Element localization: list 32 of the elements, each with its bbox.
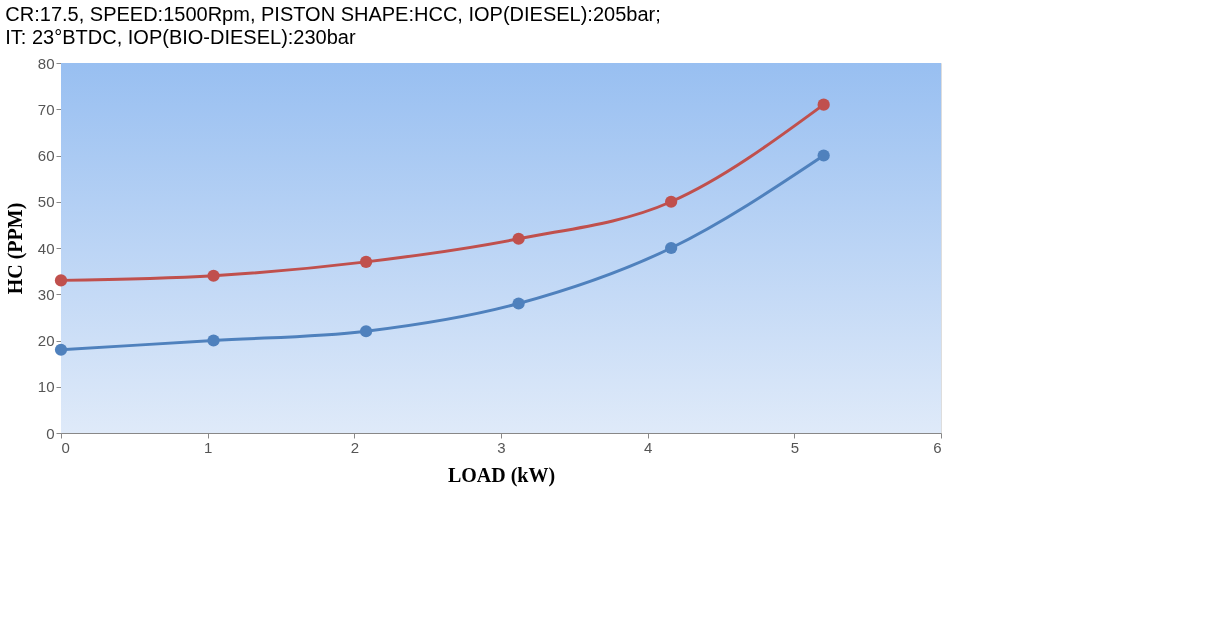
point [207, 269, 220, 282]
chart-title: CR:17.5, SPEED:1500Rpm, PISTON SHAPE:HCC, IOP(DIESEL):205bar; [5, 3, 661, 25]
x-tick-label: 6 [933, 438, 942, 456]
y-tick-label: 40 [37, 239, 55, 257]
y-axis-title: HC (PPM) [3, 202, 27, 295]
point [665, 241, 678, 255]
y-tick-label: 70 [37, 100, 55, 118]
point [512, 297, 525, 310]
x-tick-label: 1 [203, 438, 213, 456]
x-tick-label: 2 [350, 438, 360, 456]
y-tick-label: 60 [37, 147, 55, 164]
point [54, 274, 68, 287]
y-tick-label: 80 [37, 54, 55, 72]
x-tick-label: 3 [497, 438, 506, 456]
y-tick-label: 0 [46, 424, 55, 442]
y-tick-label: 50 [37, 193, 55, 211]
point [817, 149, 830, 162]
point [512, 232, 525, 245]
point [359, 255, 373, 268]
point [817, 98, 830, 111]
point [207, 334, 220, 347]
y-tick-label: 10 [37, 378, 55, 396]
x-tick-label: 5 [790, 438, 800, 456]
x-tick-label: 4 [643, 438, 653, 456]
chart-subtitle: IT: 23°BTDC, IOP(BIO-DIESEL):230bar [5, 26, 356, 48]
point [359, 325, 373, 338]
y-tick-label: 30 [37, 285, 55, 303]
y-tick-label: 20 [37, 332, 55, 349]
point [54, 343, 68, 356]
x-axis-title: LOAD (kW) [447, 463, 556, 487]
point [665, 195, 678, 208]
x-tick-label: 0 [61, 438, 70, 456]
